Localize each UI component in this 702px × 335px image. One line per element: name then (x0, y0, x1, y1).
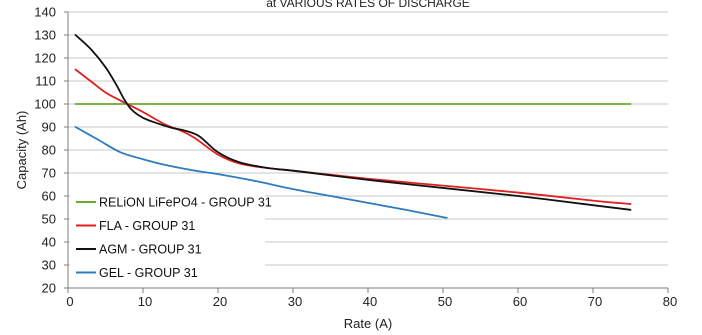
x-tick-label: 30 (288, 294, 302, 309)
y-tick-label: 90 (42, 120, 56, 135)
y-tick-label: 80 (42, 143, 56, 158)
series-line-agm (74, 34, 632, 211)
y-tick-label: 20 (42, 281, 56, 296)
x-tick-label: 50 (438, 294, 452, 309)
y-tick-label: 120 (34, 51, 56, 66)
y-tick-label: 40 (42, 235, 56, 250)
x-tick-label: 80 (663, 294, 677, 309)
series-line-gel (74, 126, 448, 219)
x-axis-title: Rate (A) (344, 316, 392, 331)
y-tick-label: 60 (42, 189, 56, 204)
legend-label-relion: RELiON LiFePO4 - GROUP 31 (99, 196, 272, 210)
x-tick-label: 60 (513, 294, 527, 309)
y-tick-label: 140 (34, 5, 56, 20)
legend-box (70, 190, 265, 286)
y-tick-label: 110 (35, 74, 56, 89)
legend-label-gel: GEL - GROUP 31 (99, 266, 198, 280)
y-tick-label: 100 (34, 97, 56, 112)
x-tick-label: 10 (138, 294, 152, 309)
y-tick-label: 130 (34, 28, 56, 43)
y-tick-label: 50 (42, 212, 56, 227)
chart-title: at VARIOUS RATES OF DISCHARGE (266, 0, 470, 10)
x-tick-label: 0 (66, 294, 73, 309)
legend: RELiON LiFePO4 - GROUP 31 FLA - GROUP 31 A… (70, 190, 272, 286)
x-tick-label: 40 (363, 294, 377, 309)
y-tick-label: 30 (42, 258, 56, 273)
y-tick-label: 70 (42, 166, 56, 181)
axes: 20 30 40 50 60 70 80 90 100 110 120 130 140 0 10 20 30 40… (34, 5, 677, 310)
y-axis-title: Capacity (Ah) (14, 111, 29, 190)
series-lines (74, 34, 632, 219)
x-tick-label: 20 (213, 294, 227, 309)
legend-label-fla: FLA - GROUP 31 (99, 219, 195, 233)
legend-label-agm: AGM - GROUP 31 (99, 243, 202, 257)
series-line-fla (74, 68, 632, 205)
x-tick-label: 70 (588, 294, 602, 309)
